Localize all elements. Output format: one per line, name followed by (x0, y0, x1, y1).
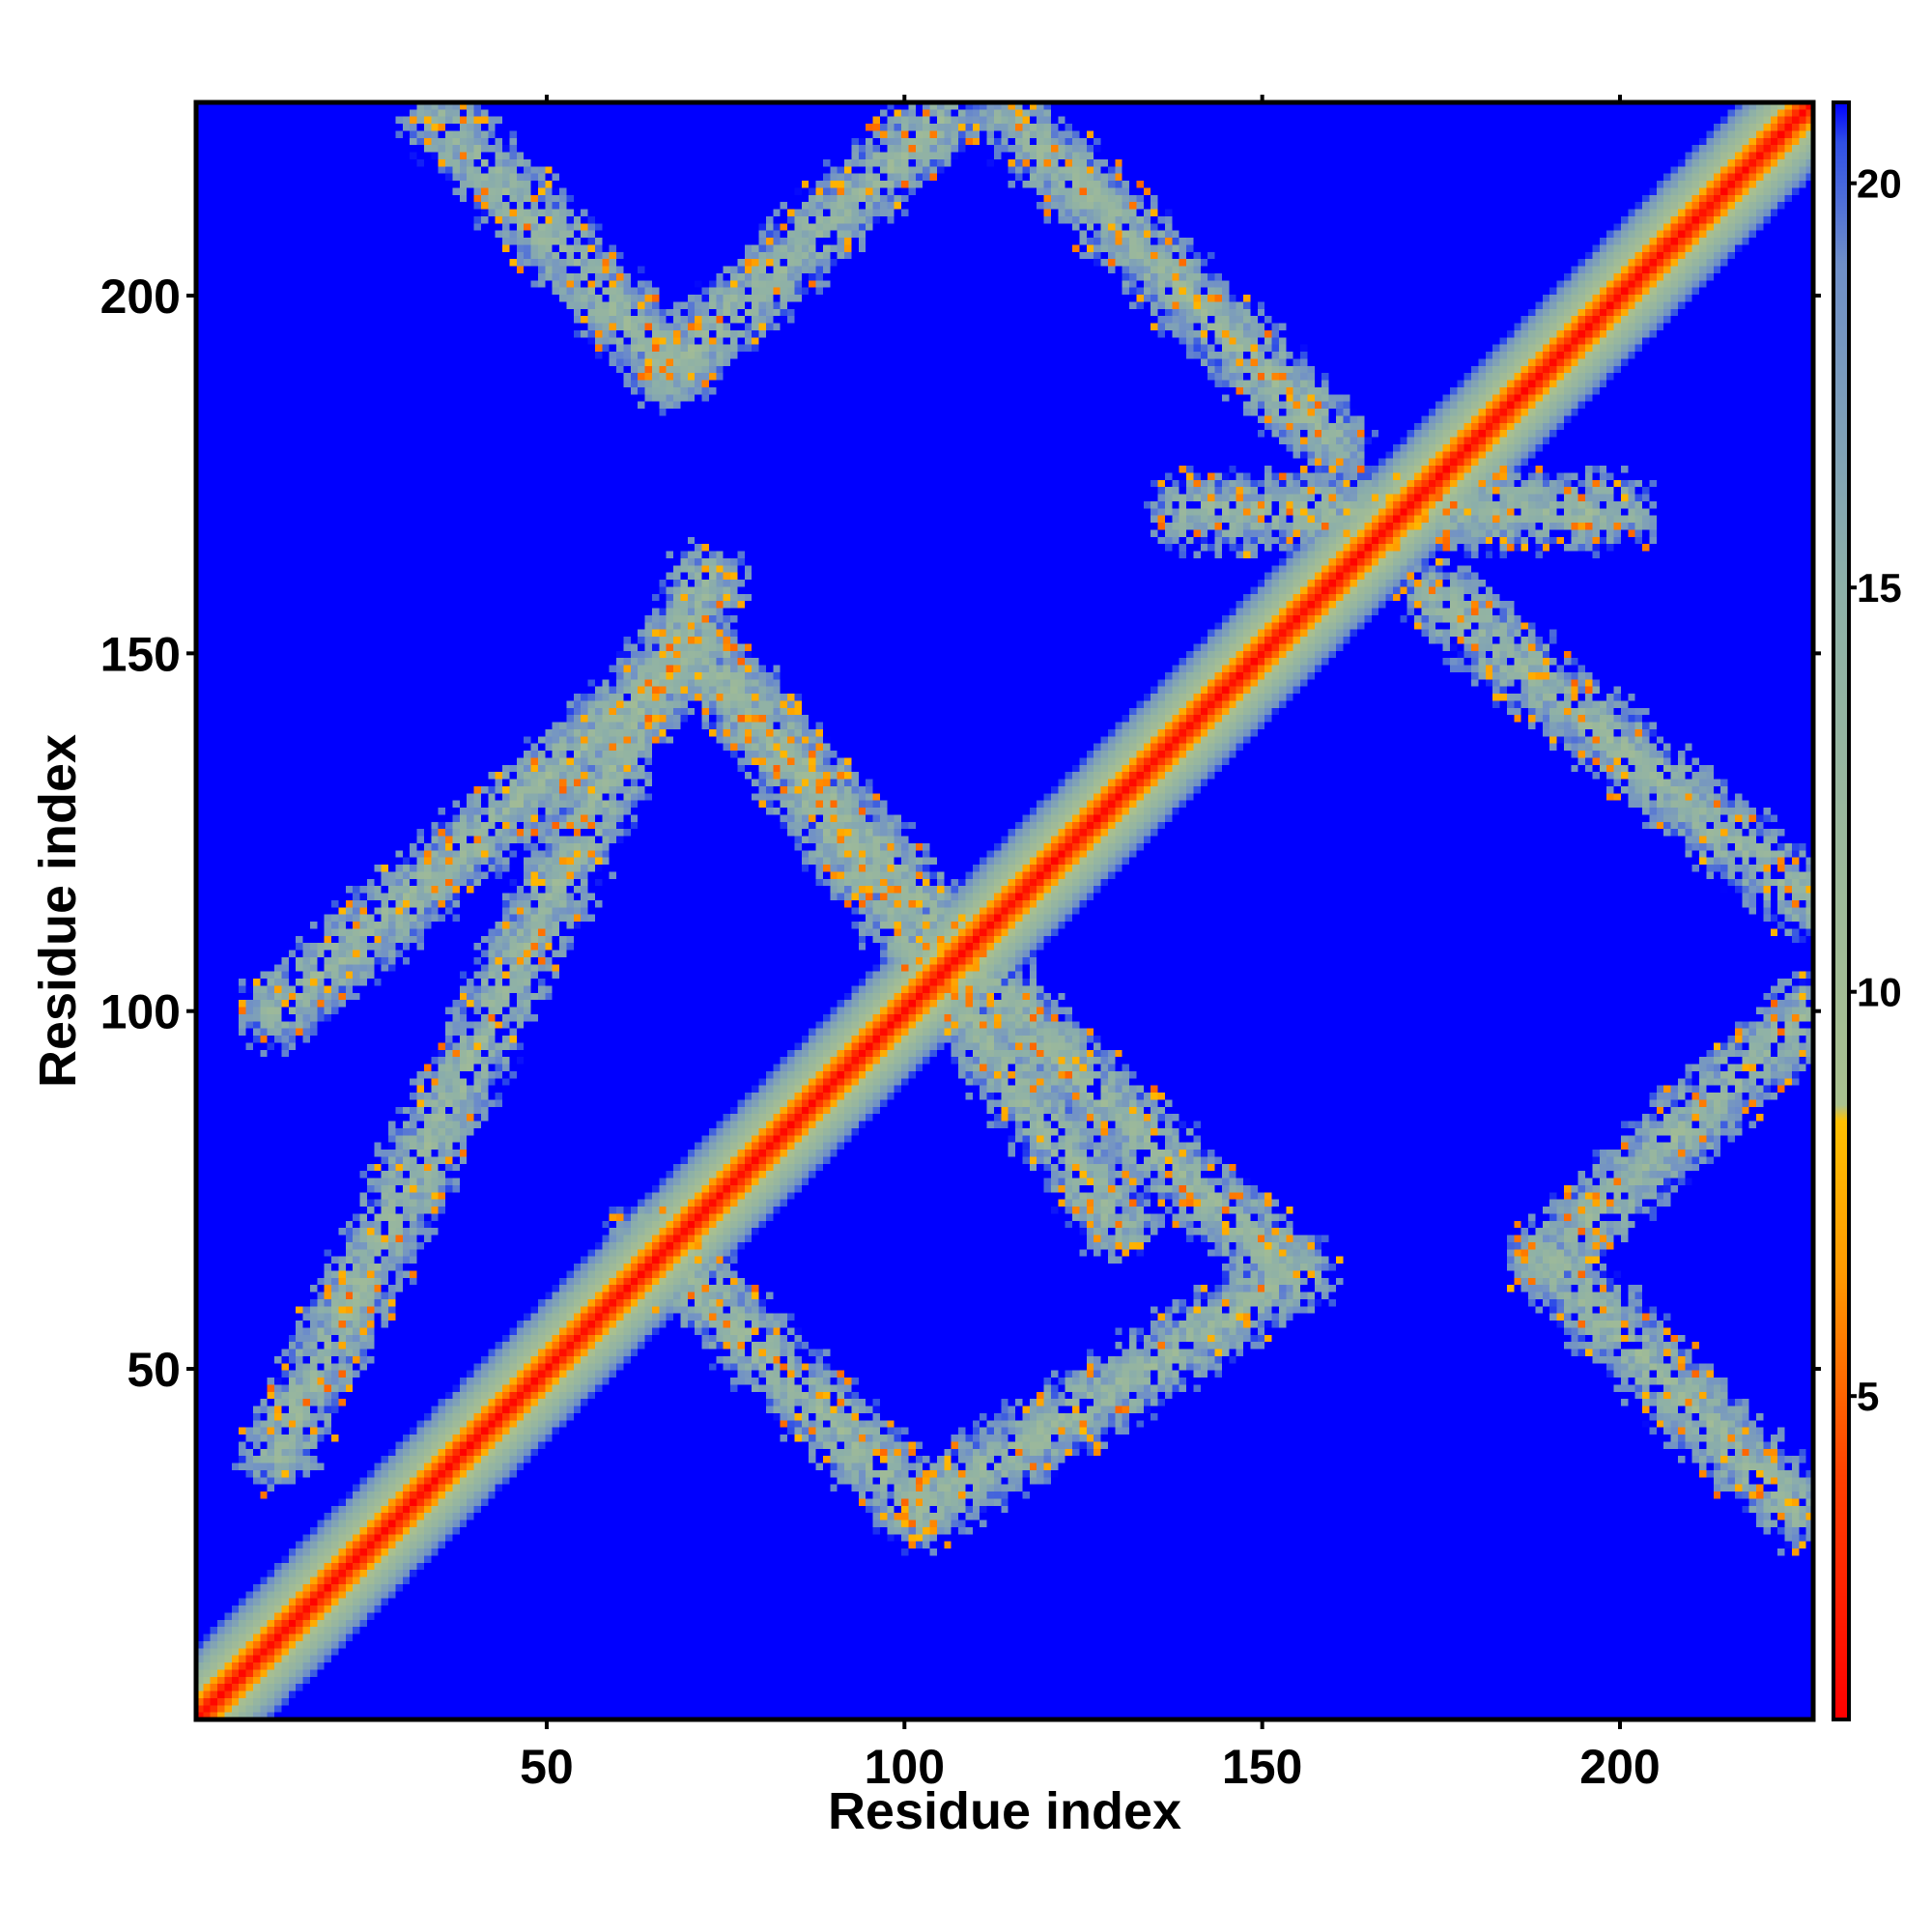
y-tick-label: 100 (100, 985, 181, 1039)
x-tick-label: 200 (1579, 1740, 1660, 1794)
colorbar-tick-label: 20 (1857, 161, 1902, 207)
colorbar-tick-label: 10 (1857, 970, 1902, 1015)
colorbar-tick-label: 15 (1857, 565, 1902, 611)
colorbar (1833, 102, 1849, 1719)
y-tick-label: 200 (100, 270, 181, 324)
colorbar-axis: 5 10 15 20 (1849, 161, 1902, 1419)
colorbar-tick-label: 5 (1857, 1374, 1879, 1419)
x-axis: 50 100 150 200 (520, 95, 1661, 1794)
x-axis-title: Residue index (828, 1782, 1181, 1840)
heatmap-area (196, 102, 1813, 1719)
y-tick-label: 50 (127, 1343, 181, 1397)
plot-frame (193, 99, 1816, 1722)
y-axis-title: Residue index (29, 734, 87, 1088)
colorbar-frame (1832, 100, 1851, 1721)
x-tick-label: 100 (865, 1740, 945, 1794)
x-tick-label: 50 (520, 1740, 574, 1794)
x-tick-label: 150 (1222, 1740, 1302, 1794)
heatmap-canvas (196, 102, 1813, 1719)
y-tick-label: 150 (100, 627, 181, 681)
y-axis: 50 100 150 200 (100, 270, 1821, 1397)
